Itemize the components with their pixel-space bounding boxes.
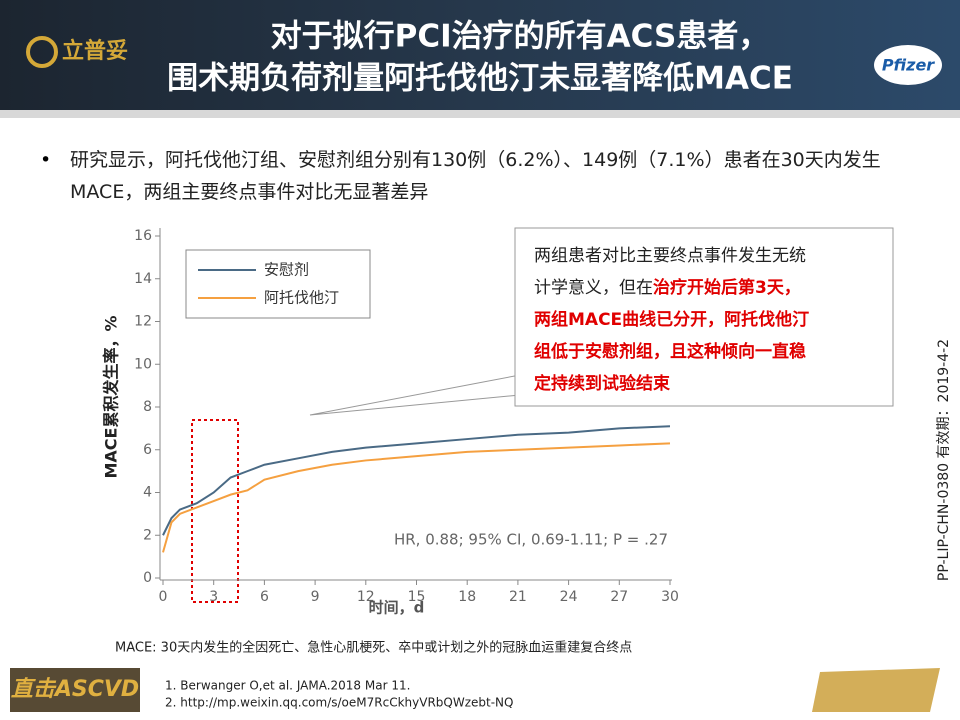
company: Pfizer (882, 56, 935, 75)
callout-segment: 两组患者对比主要终点事件发生无统 (534, 246, 806, 266)
slogan-logo (812, 668, 940, 712)
highlight-box (191, 419, 239, 603)
y-tick-label: 8 (143, 399, 152, 415)
x-tick-label: 3 (209, 589, 218, 605)
y-axis-label: MACE累积发生率，% (102, 315, 121, 478)
legend-label: 安慰剂 (264, 261, 309, 279)
reference: 2. http://mp.weixin.qq.com/s/oeM7RcCkhyV… (165, 696, 513, 710)
x-tick-label: 24 (560, 589, 578, 605)
x-tick-label: 0 (159, 589, 168, 605)
x-tick-label: 12 (357, 589, 375, 605)
legend-box (185, 249, 371, 319)
company-logo (874, 45, 942, 85)
title: 对于拟行PCI治疗的所有ACS患者， (271, 19, 770, 55)
callout-line: 组低于安慰剂组，且这种倾向一直稳 (534, 341, 806, 362)
callout-segment: 治疗开始后第3天， (653, 277, 801, 298)
y-tick-label: 10 (134, 356, 152, 372)
bullet-text: 研究显示，阿托伐他汀组、安慰剂组分别有130例（6.2%）、149例（7.1%）… (70, 149, 881, 203)
header-bar (0, 0, 960, 110)
series-line (162, 425, 671, 536)
y-tick-label: 4 (143, 485, 152, 501)
legend-label: 阿托伐他汀 (264, 289, 339, 307)
callout-box (514, 227, 894, 407)
title: 围术期负荷剂量阿托伐他汀未显著降低MACE (167, 61, 793, 97)
x-tick-label: 9 (311, 589, 320, 605)
brand: 立普妥 (62, 38, 128, 64)
brand-icon (26, 36, 58, 68)
callout-segment: 两组MACE曲线已分开，阿托伐他汀 (534, 309, 809, 330)
bottom-logo: 直击ASCVD (11, 677, 139, 702)
y-tick-label: 0 (143, 570, 152, 586)
reference: 1. Berwanger O,et al. JAMA.2018 Mar 11. (165, 679, 410, 693)
callout-pointer (309, 374, 521, 416)
y-tick-label: 16 (134, 228, 152, 244)
bottom-logo-bg (10, 668, 140, 712)
footnote: MACE: 30天内发生的全因死亡、急性心肌梗死、卒中或计划之外的冠脉血运重建复… (115, 640, 632, 656)
callout-line: 定持续到试验结束 (534, 373, 670, 394)
callout-segment: 定持续到试验结束 (534, 373, 670, 394)
x-tick-label: 21 (509, 589, 527, 605)
bullet-dot: • (40, 149, 52, 171)
y-tick-label: 12 (134, 314, 152, 330)
callout-segment: 计学意义，但在 (534, 278, 653, 298)
x-axis-label: 时间，d (369, 599, 425, 617)
callout-line: 两组患者对比主要终点事件发生无统 (534, 246, 806, 266)
x-tick-label: 6 (260, 589, 269, 605)
header-shadow (0, 110, 960, 118)
callout-join (516, 376, 522, 394)
callout-line: 两组MACE曲线已分开，阿托伐他汀 (534, 309, 809, 330)
series-line (162, 442, 671, 553)
x-tick-label: 27 (610, 589, 628, 605)
x-tick-label: 15 (408, 589, 426, 605)
x-tick-label: 18 (458, 589, 476, 605)
callout-line: 计学意义，但在治疗开始后第3天， (534, 277, 801, 298)
callout-segment: 组低于安慰剂组，且这种倾向一直稳 (534, 341, 806, 362)
y-tick-label: 6 (143, 442, 152, 458)
y-tick-label: 2 (143, 527, 152, 543)
y-tick-label: 14 (134, 271, 152, 287)
x-tick-label: 30 (661, 589, 679, 605)
side-code: PP-LIP-CHN-0380 有效期：2019-4-2 (936, 339, 952, 581)
annotation: HR, 0.88; 95% CI, 0.69-1.11; P = .27 (394, 531, 668, 549)
